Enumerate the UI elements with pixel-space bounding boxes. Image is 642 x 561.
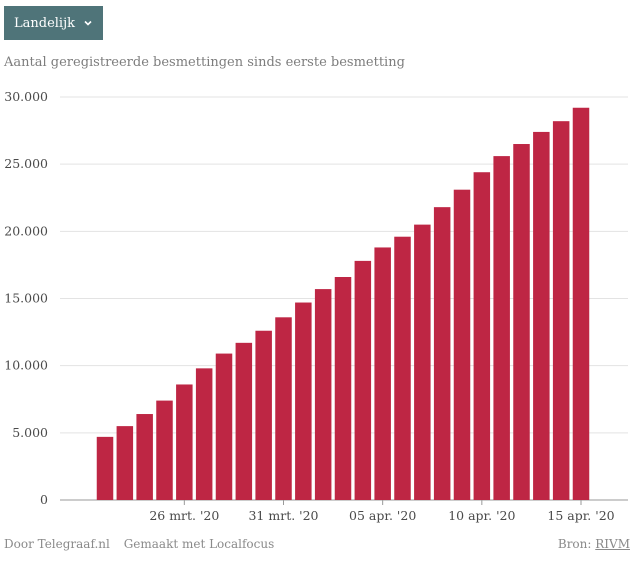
y-tick-label: 25.000 bbox=[4, 156, 48, 171]
bar bbox=[394, 236, 411, 500]
x-tick-label: 31 mrt. '20 bbox=[248, 508, 318, 523]
bar bbox=[533, 131, 550, 500]
bar bbox=[513, 144, 530, 500]
bar bbox=[453, 189, 471, 500]
footer-by: Door Telegraaf.nl bbox=[4, 537, 110, 551]
y-tick-label: 15.000 bbox=[4, 291, 48, 306]
bar bbox=[552, 121, 570, 501]
region-dropdown[interactable]: Landelijk bbox=[4, 6, 103, 40]
x-tick-label: 10 apr. '20 bbox=[448, 508, 515, 523]
bar bbox=[414, 224, 431, 500]
y-tick-label: 30.000 bbox=[4, 89, 48, 104]
dropdown-label: Landelijk bbox=[14, 15, 75, 31]
y-tick-label: 0 bbox=[40, 492, 48, 507]
bar bbox=[334, 277, 352, 500]
bar-chart: 0 5.000 10.000 15.000 20.000 25.000 30.000 26 m… bbox=[4, 89, 628, 523]
bar bbox=[295, 302, 312, 500]
footer-source: Bron: RIVM bbox=[558, 537, 630, 551]
bar bbox=[433, 207, 451, 501]
bar bbox=[195, 368, 213, 500]
bar bbox=[354, 260, 372, 500]
bar bbox=[156, 400, 173, 500]
chart-subtitle: Aantal geregistreerde besmettingen sinds… bbox=[4, 55, 405, 70]
bar bbox=[493, 156, 510, 500]
footer: Door Telegraaf.nl Gemaakt met Localfocus… bbox=[4, 537, 630, 551]
footer-made-with: Gemaakt met Localfocus bbox=[123, 537, 275, 551]
bar bbox=[136, 414, 153, 500]
y-tick-label: 5.000 bbox=[12, 425, 48, 440]
chevron-down-icon bbox=[84, 20, 92, 26]
x-tick-label: 05 apr. '20 bbox=[349, 508, 416, 523]
bar bbox=[275, 317, 292, 500]
source-link[interactable]: RIVM bbox=[595, 537, 630, 551]
x-tick-label: 15 apr. '20 bbox=[547, 508, 614, 523]
bar bbox=[96, 436, 114, 500]
x-tick-label: 26 mrt. '20 bbox=[149, 508, 219, 523]
bar bbox=[176, 384, 193, 500]
bar bbox=[255, 330, 272, 500]
bar bbox=[235, 342, 253, 500]
bar bbox=[314, 289, 332, 500]
bar bbox=[572, 107, 590, 500]
y-tick-label: 20.000 bbox=[4, 223, 48, 238]
footer-credits: Door Telegraaf.nl Gemaakt met Localfocus bbox=[4, 537, 284, 551]
bar bbox=[473, 172, 491, 500]
bar bbox=[374, 247, 391, 500]
bar bbox=[215, 353, 233, 500]
bar bbox=[116, 426, 134, 500]
source-label: Bron: bbox=[557, 537, 592, 551]
y-tick-label: 10.000 bbox=[4, 358, 48, 373]
